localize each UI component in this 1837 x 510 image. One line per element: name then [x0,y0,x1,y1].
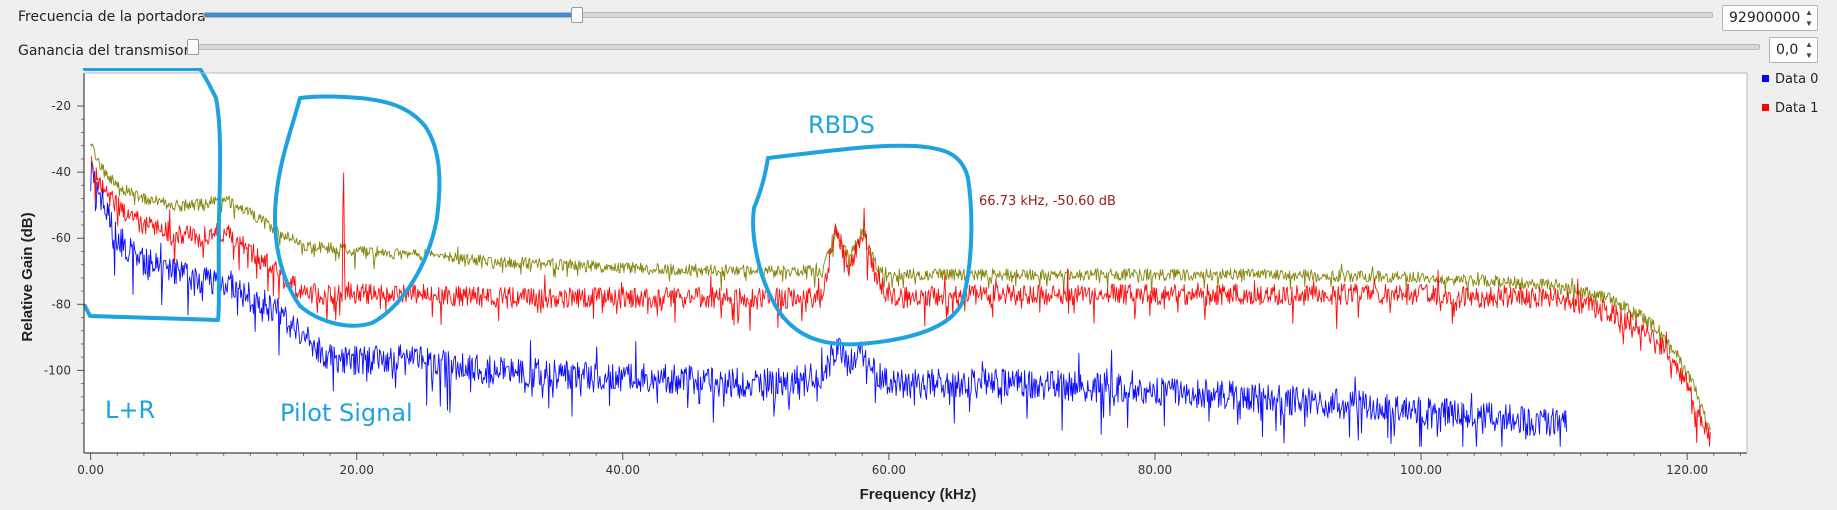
transmitter-gain-slider[interactable] [192,44,1760,50]
lr-enclosure [83,68,223,322]
frequency-spectrum-plot[interactable]: 0.00 20.00 40.00 60.00 80.00 100.00 120.00 -20 -… [0,68,1837,510]
carrier-frequency-slider-fill [204,13,578,17]
legend-item[interactable]: Data 1 [1762,101,1818,116]
data-series [90,143,1711,447]
x-axis-title: Frequency (kHz) [860,486,977,503]
transmitter-gain-label: Ganancia del transmisor [18,43,190,59]
x-tick-label: 20.00 [340,463,374,477]
axes [83,72,1748,454]
transmitter-gain-slider-handle[interactable] [187,39,199,55]
x-tick-label: 120.00 [1666,463,1708,477]
carrier-frequency-slider[interactable] [203,12,1713,18]
spin-arrows-icon[interactable]: ▲ ▼ [1805,40,1813,60]
lr-annotation: L+R [105,396,155,424]
x-tick-label: 0.00 [77,463,104,477]
legend-label: Data 0 [1775,72,1819,87]
carrier-frequency-spinbox[interactable]: 92900000 ▲ ▼ [1722,5,1818,31]
transmitter-gain-row: Ganancia del transmisor 0,0 ▲ ▼ [0,36,1837,66]
carrier-frequency-slider-handle[interactable] [571,7,584,23]
series-line-trace-1 [90,143,1711,431]
carrier-frequency-row: Frecuencia de la portadora 92900000 ▲ ▼ [0,2,1837,32]
transmitter-gain-value: 0,0 [1776,42,1799,58]
y-axis-title: Relative Gain (dB) [19,212,36,341]
x-tick-label: 40.00 [606,463,640,477]
pilot-signal-annotation: Pilot Signal [280,399,413,427]
plot-area [84,73,1747,453]
carrier-frequency-value: 92900000 [1729,10,1801,26]
x-tick-label: 60.00 [872,463,906,477]
annotation-overlay [83,68,974,347]
carrier-frequency-label: Frecuencia de la portadora [18,9,206,25]
x-tick-label: 80.00 [1138,463,1172,477]
legend-swatch [1762,104,1769,111]
legend-swatch [1762,75,1769,82]
rbds-enclosure [751,143,974,347]
series-line-data-0 [90,160,1568,447]
spin-arrows-icon[interactable]: ▲ ▼ [1805,8,1813,28]
axis-ticks: 0.00 20.00 40.00 60.00 80.00 100.00 120.00 -20 -… [44,99,1741,477]
y-tick-label: -100 [44,363,71,377]
y-tick-label: -40 [51,165,71,179]
y-tick-label: -20 [51,99,71,113]
series-line-data-1 [90,156,1711,447]
marker-readout: 66.73 kHz, -50.60 dB [979,194,1116,209]
legend: Data 0 Data 1 [1762,72,1818,130]
rbds-annotation: RBDS [808,111,875,139]
transmitter-gain-spinbox[interactable]: 0,0 ▲ ▼ [1769,37,1818,63]
pilot-enclosure [273,94,442,328]
legend-item[interactable]: Data 0 [1762,72,1818,87]
y-tick-label: -60 [51,231,71,245]
legend-label: Data 1 [1775,101,1819,116]
y-tick-label: -80 [51,297,71,311]
x-tick-label: 100.00 [1400,463,1442,477]
